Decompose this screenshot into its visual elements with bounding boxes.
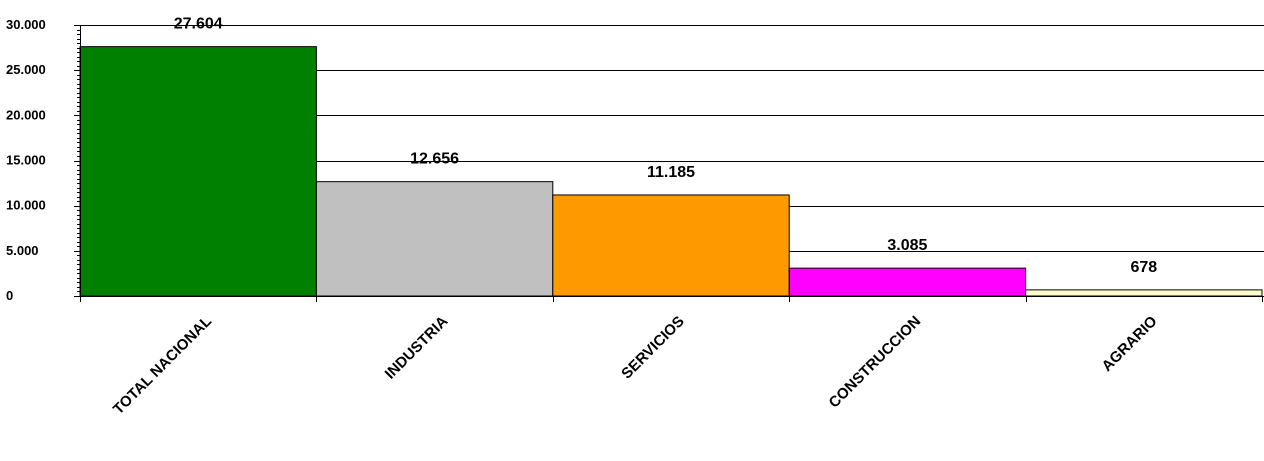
y-tick-label: 15.000 (6, 153, 46, 168)
data-label: 27.604 (174, 16, 223, 33)
data-labels: 27.604 12.656 11.185 3.085 678 (174, 16, 1158, 276)
bar-agrario (1025, 289, 1263, 297)
data-label: 12.656 (410, 151, 459, 168)
y-tick-label: 20.000 (6, 107, 46, 122)
bar-total-nacional (79, 46, 317, 297)
data-label: 11.185 (647, 164, 695, 181)
y-tick-label: 25.000 (6, 62, 46, 77)
data-label: 3.085 (887, 237, 927, 254)
category-label: AGRARIO (1099, 313, 1161, 375)
category-label: SERVICIOS (618, 313, 688, 383)
y-tick-labels: 0 5.000 10.000 15.000 20.000 25.000 30.000 (6, 17, 46, 303)
y-tick-label: 30.000 (6, 17, 46, 32)
category-labels: TOTAL NACIONAL INDUSTRIA SERVICIOS CONSTRUC… (110, 313, 1161, 418)
y-tick-label: 0 (6, 288, 13, 303)
bar-servicios (552, 194, 790, 297)
axes (74, 25, 1264, 302)
y-tick-label: 10.000 (6, 198, 46, 213)
bar-construccion (788, 267, 1027, 297)
data-label: 678 (1130, 259, 1157, 276)
category-label: TOTAL NACIONAL (110, 313, 215, 418)
category-label: CONSTRUCCION (826, 313, 925, 412)
bar-industria (315, 181, 554, 297)
bars (79, 46, 1263, 297)
y-tick-label: 5.000 (6, 243, 39, 258)
category-label: INDUSTRIA (382, 313, 452, 383)
